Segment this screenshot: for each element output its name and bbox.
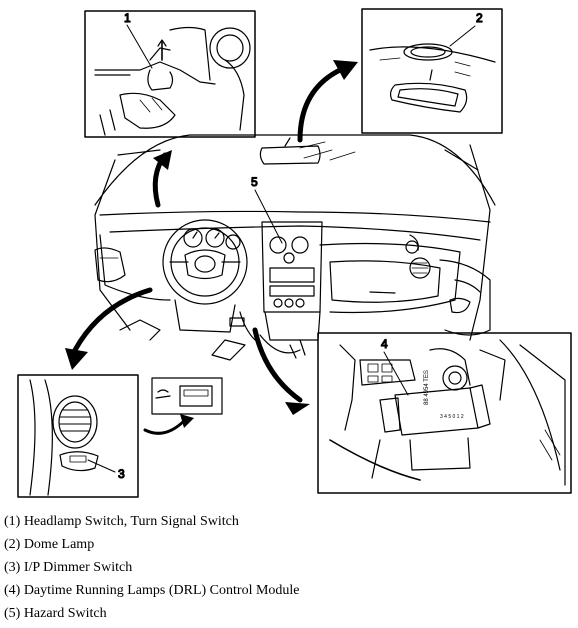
legend-item-headlamp-switch: (1) Headlamp Switch, Turn Signal Switch [4,514,239,529]
callout-1: 1 [124,11,131,25]
callout-4: 4 [381,337,388,351]
inset-drl-module: 4 [317,332,572,494]
steering-wheel [162,219,248,305]
module-label-line1: 88 4954 TES [424,370,430,405]
legend-item-dome-lamp: (2) Dome Lamp [4,537,95,552]
legend-item-ip-dimmer-switch: (3) I/P Dimmer Switch [4,560,133,575]
inset-dome-lamp: 2 [361,8,503,134]
callout-5: 5 [251,175,258,189]
inset-headlamp-switch: 1 [84,10,256,138]
component-locator-diagram: 1 2 3 [17,8,572,498]
module-label-line2: 3 4 5 0 1 2 [440,414,464,420]
inset-dimmer-detail [151,377,223,415]
center-stack [261,221,323,341]
arrow-to-inset-4 [252,327,303,403]
component-legend: (1) Headlamp Switch, Turn Signal Switch … [4,510,574,625]
callout-3: 3 [118,467,125,481]
legend-item-drl-control-module: (4) Daytime Running Lamps (DRL) Control … [4,583,300,598]
arrow-to-inset-2 [297,67,343,143]
pointer-arrows [72,67,343,435]
instrument-cluster [183,228,241,250]
inset-ip-dimmer-switch: 3 [17,374,139,498]
drl-control-module [394,387,479,436]
arrow-to-inset-3 [72,287,153,353]
legend-item-hazard-switch: (5) Hazard Switch [4,606,107,621]
rearview-mirror [259,145,321,165]
dashboard-overview [94,134,496,361]
right-dash-vent [409,257,431,279]
arrow-detail-to-inset [143,418,187,435]
callout-2: 2 [476,11,483,25]
